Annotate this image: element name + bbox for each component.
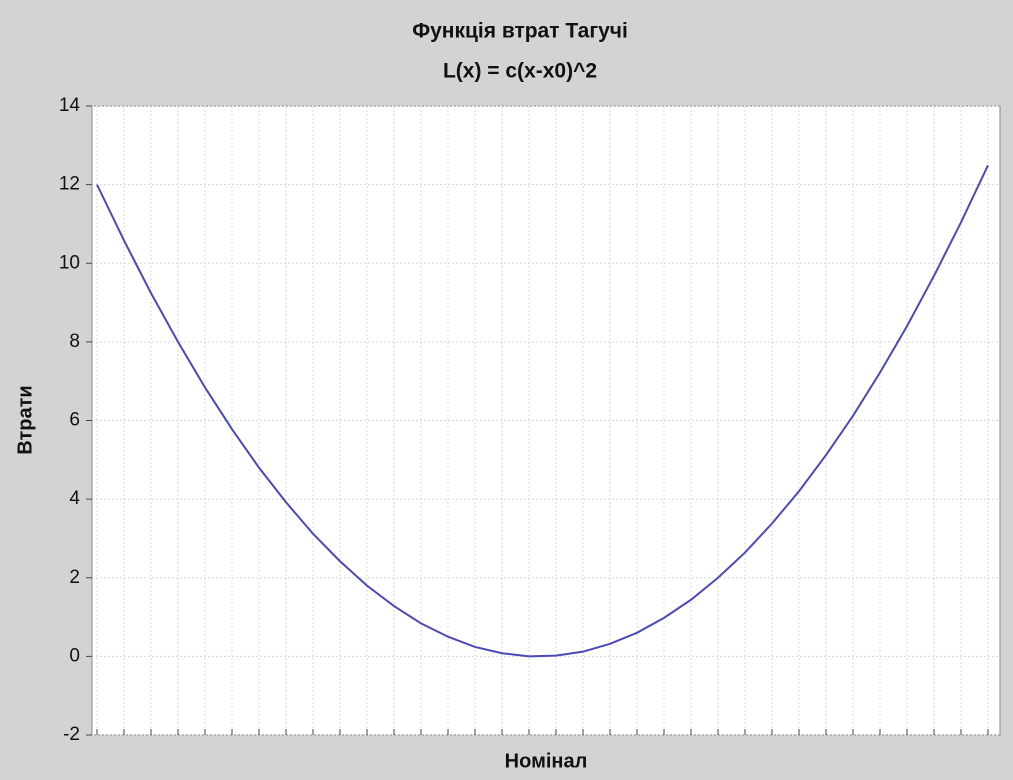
y-tick-label: 6 <box>69 410 80 431</box>
chart-subtitle: L(x) = c(x-x0)^2 <box>443 60 597 83</box>
y-tick-label: 12 <box>59 174 80 195</box>
y-tick-label: 8 <box>69 331 80 352</box>
y-tick-label: -2 <box>63 724 80 745</box>
line-series <box>96 164 989 658</box>
y-tick-label: 14 <box>59 95 81 116</box>
x-axis-label: Номінал <box>505 750 588 772</box>
y-tick-label: 4 <box>69 488 80 509</box>
y-tick-label: 10 <box>59 252 80 273</box>
y-tick-label: 0 <box>69 645 80 666</box>
y-tick-label: 2 <box>69 567 80 588</box>
y-axis-label: Втрати <box>14 385 36 454</box>
chart-title: Функція втрат Тагучі <box>412 20 628 43</box>
